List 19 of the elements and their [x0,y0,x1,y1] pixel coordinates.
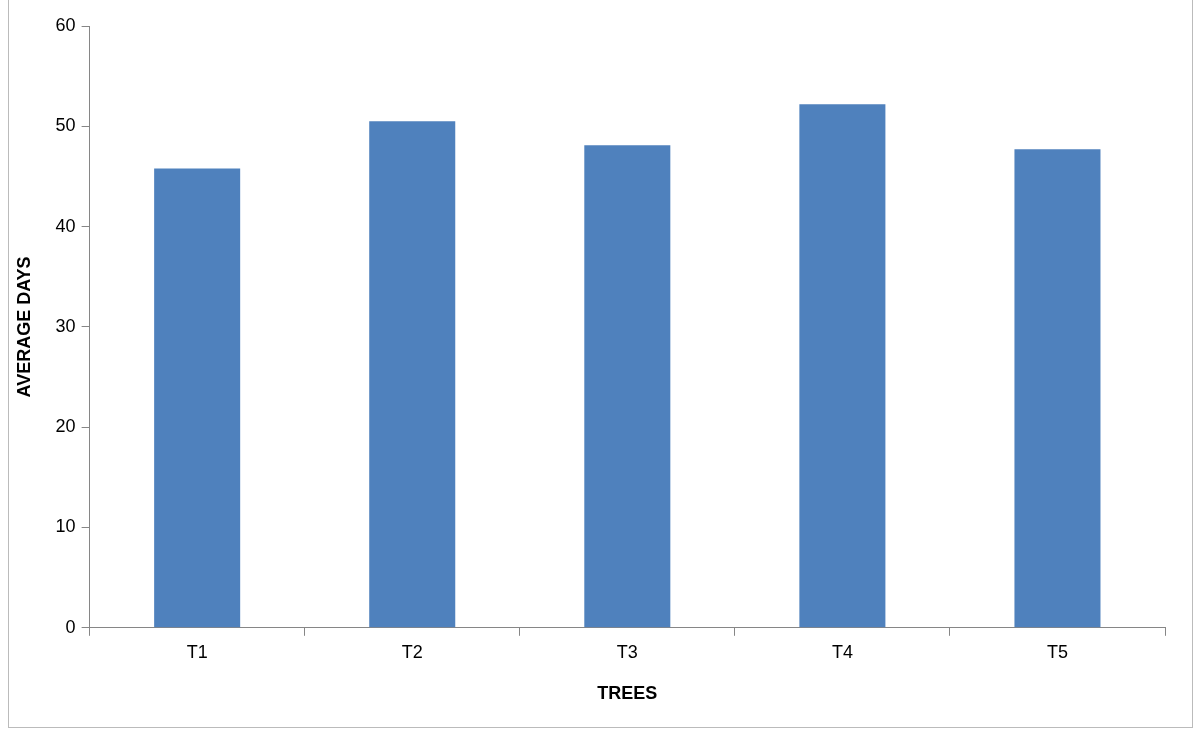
y-tick-label: 20 [55,416,76,437]
x-axis-title: TREES [597,683,658,704]
y-tick-label: 50 [55,115,76,136]
x-tick-label: T5 [1046,641,1068,662]
y-tick-label: 40 [55,215,76,236]
bar [369,121,456,628]
x-tick-label: T1 [186,641,208,662]
y-tick-label: 30 [55,315,76,336]
y-tick-label: 10 [55,516,76,537]
x-tick-label: T4 [831,641,853,662]
bar [584,145,671,628]
y-tick-label: 60 [55,14,76,35]
x-tick-label: T2 [401,641,423,662]
y-axis-title: AVERAGE DAYS [13,256,34,398]
x-tick-label: T3 [616,641,638,662]
bar [1014,149,1101,628]
y-tick-label: 0 [65,616,76,637]
bar [799,104,886,628]
bar [154,168,241,628]
